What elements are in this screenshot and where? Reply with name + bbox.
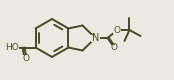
Text: O: O	[114, 26, 121, 34]
Text: O: O	[22, 54, 29, 63]
FancyBboxPatch shape	[22, 55, 30, 62]
FancyBboxPatch shape	[91, 34, 100, 42]
Text: N: N	[92, 33, 99, 43]
Text: HO: HO	[5, 43, 18, 52]
Text: O: O	[111, 44, 118, 52]
FancyBboxPatch shape	[110, 44, 118, 52]
FancyBboxPatch shape	[113, 26, 121, 34]
FancyBboxPatch shape	[5, 44, 19, 51]
